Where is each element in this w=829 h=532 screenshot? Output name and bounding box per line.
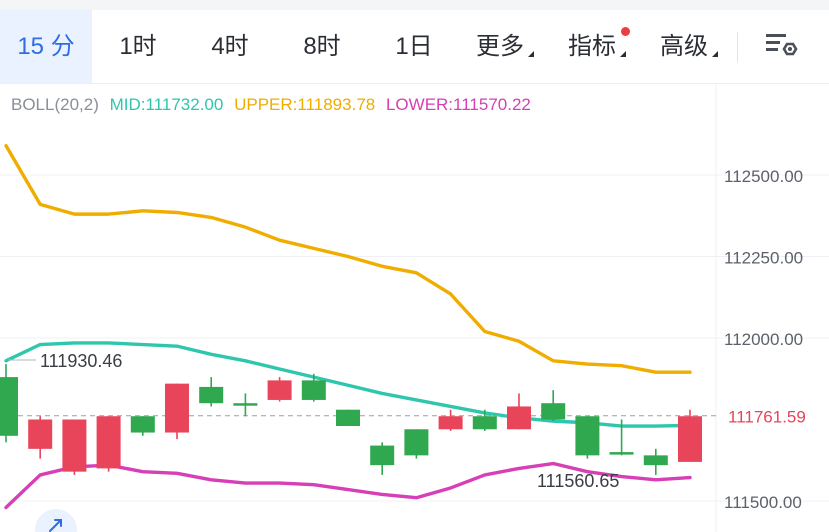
legend-upper: UPPER:111893.78 xyxy=(234,95,376,114)
candle-body xyxy=(0,377,18,436)
tabs-divider xyxy=(737,32,738,62)
high-price-annotation: 111930.46 xyxy=(40,351,122,371)
chart-canvas: 112500.00 112250.00 112000.00 111500.00 1119… xyxy=(0,84,829,532)
tab-4h[interactable]: 4时 xyxy=(211,33,249,60)
indicators-caret-icon xyxy=(620,51,626,57)
tab-1d[interactable]: 1日 xyxy=(395,33,433,60)
candle-body xyxy=(609,452,634,455)
candle-body xyxy=(301,380,326,400)
candle-body xyxy=(507,406,531,430)
candle-body xyxy=(233,403,258,406)
low-price-annotation: 111560.65 xyxy=(537,471,619,491)
expand-arrow-icon xyxy=(49,519,62,532)
top-band xyxy=(0,0,829,10)
candle-body xyxy=(96,416,121,469)
candle-body xyxy=(643,455,668,466)
candle-body xyxy=(370,445,395,466)
y-tick-label: 112500.00 xyxy=(724,167,803,186)
notification-dot-icon xyxy=(621,27,630,36)
y-tick-label: 111500.00 xyxy=(724,493,802,512)
legend-mid: MID:111732.00 xyxy=(109,95,224,114)
price-chart[interactable]: 112500.00 112250.00 112000.00 111500.00 1119… xyxy=(0,84,829,532)
tab-1h[interactable]: 1时 xyxy=(119,33,157,60)
candle-body xyxy=(199,386,224,404)
advanced-caret-icon xyxy=(712,51,718,57)
candle-body xyxy=(336,409,360,427)
candle-body xyxy=(438,416,463,430)
tab-15m[interactable]: 15 分 xyxy=(0,10,92,83)
candle-body xyxy=(62,419,87,472)
tab-more[interactable]: 更多 xyxy=(476,33,524,60)
candle-body xyxy=(404,429,429,456)
candle-body xyxy=(678,416,702,462)
boll-upper-line xyxy=(4,143,692,374)
chart-settings-icon[interactable] xyxy=(760,28,800,64)
candle-body xyxy=(472,416,497,430)
candle-body xyxy=(28,419,53,449)
current-price-label: 111761.59 xyxy=(728,408,806,427)
tab-advanced[interactable]: 高级 xyxy=(660,33,708,60)
candle-body xyxy=(130,416,155,433)
timeframe-tabs: 15 分 1时 4时 8时 1日 更多 指标 高级 xyxy=(0,10,829,84)
y-tick-label: 112000.00 xyxy=(724,330,803,349)
candle-body xyxy=(165,383,189,433)
candle-body xyxy=(541,403,566,420)
y-tick-label: 112250.00 xyxy=(724,249,803,268)
candle-body xyxy=(575,416,600,456)
legend-lower: LOWER:111570.22 xyxy=(385,95,531,114)
tab-8h[interactable]: 8时 xyxy=(303,33,341,60)
candle-body xyxy=(267,380,292,400)
current-price-box xyxy=(718,401,829,430)
tab-indicators[interactable]: 指标 xyxy=(568,33,616,60)
more-caret-icon xyxy=(528,51,534,57)
boll-legend: BOLL(20,2) MID:111732.00 UPPER:111893.78… xyxy=(11,95,537,115)
legend-boll-name: BOLL(20,2) xyxy=(11,95,99,114)
